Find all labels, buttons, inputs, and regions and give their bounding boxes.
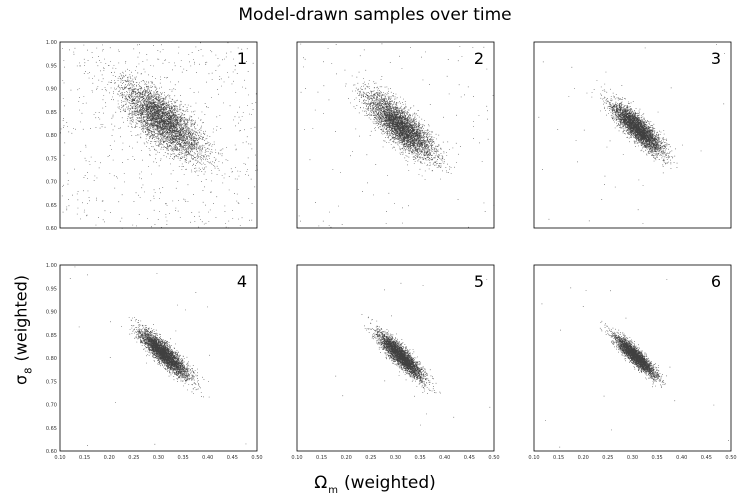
x-tick-label: 0.50 bbox=[725, 455, 736, 461]
x-axis-title: Ωm (weighted) bbox=[0, 473, 750, 496]
x-tick-label: 0.40 bbox=[202, 455, 213, 461]
scatter-points bbox=[297, 43, 495, 228]
y-tick-label: 0.85 bbox=[46, 110, 57, 116]
y-tick-label: 0.65 bbox=[46, 203, 57, 209]
y-tick-label: 0.65 bbox=[46, 426, 57, 432]
x-tick-label: 0.10 bbox=[291, 455, 302, 461]
panel-5: 5 0.10 0.15 0.20 0.25 0.30 0.35 0.40 0.45 0.50 bbox=[291, 264, 500, 461]
panel-frame bbox=[59, 264, 258, 452]
x-axis-symbol: Ω bbox=[314, 473, 328, 493]
x-tick-label: 0.20 bbox=[104, 455, 115, 461]
x-tick-label: 0.50 bbox=[488, 455, 499, 461]
x-axis-subscript: m bbox=[328, 485, 338, 496]
y-tick-label: 0.70 bbox=[46, 180, 57, 186]
y-tick-label: 1.00 bbox=[46, 263, 57, 269]
panel-2: 2 bbox=[296, 41, 495, 229]
y-tick-label: 0.95 bbox=[46, 286, 57, 292]
y-tick-label: 0.90 bbox=[46, 87, 57, 93]
y-tick-label: 0.75 bbox=[46, 379, 57, 385]
x-tick-label: 0.45 bbox=[701, 455, 712, 461]
panel-number: 3 bbox=[711, 49, 721, 68]
x-tick-label: 0.40 bbox=[439, 455, 450, 461]
x-tick-label: 0.25 bbox=[128, 455, 139, 461]
panel-number: 2 bbox=[474, 49, 484, 68]
x-tick-label: 0.15 bbox=[553, 455, 564, 461]
scatter-points bbox=[538, 44, 725, 224]
panel-6: 6 0.10 0.15 0.20 0.25 0.30 0.35 0.40 0.45 0.50 bbox=[528, 264, 737, 461]
y-tick-label: 0.60 bbox=[46, 226, 57, 232]
y-tick-label: 0.95 bbox=[46, 63, 57, 69]
x-tick-label: 0.10 bbox=[54, 455, 65, 461]
y-tick-label: 0.80 bbox=[46, 133, 57, 139]
x-axis-text: (weighted) bbox=[343, 473, 436, 493]
x-tick-label: 0.25 bbox=[365, 455, 376, 461]
x-tick-label: 0.30 bbox=[627, 455, 638, 461]
panel-3: 3 bbox=[533, 41, 732, 229]
panel-number: 5 bbox=[474, 272, 484, 291]
x-tick-label: 0.20 bbox=[341, 455, 352, 461]
panel-4: 4 0.60 0.65 0.70 0.75 0.80 0.85 0.90 0.95 1.00 0.1… bbox=[46, 263, 263, 461]
x-tick-label: 0.25 bbox=[602, 455, 613, 461]
x-tick-label: 0.45 bbox=[227, 455, 238, 461]
x-tick-label: 0.15 bbox=[79, 455, 90, 461]
y-tick-label: 0.70 bbox=[46, 403, 57, 409]
x-tick-label: 0.35 bbox=[652, 455, 663, 461]
y-tick-label: 0.85 bbox=[46, 333, 57, 339]
x-tick-label: 0.40 bbox=[676, 455, 687, 461]
y-tick-label: 0.80 bbox=[46, 356, 57, 362]
x-tick-label: 0.50 bbox=[251, 455, 262, 461]
x-tick-label: 0.15 bbox=[316, 455, 327, 461]
x-tick-label: 0.30 bbox=[153, 455, 164, 461]
figure-title: Model-drawn samples over time bbox=[238, 5, 512, 25]
y-tick-label: 0.75 bbox=[46, 156, 57, 162]
panel-number: 4 bbox=[237, 272, 247, 291]
panel-frame bbox=[533, 41, 732, 229]
x-tick-label: 0.20 bbox=[578, 455, 589, 461]
scatter-points bbox=[69, 266, 247, 446]
y-tick-label: 1.00 bbox=[46, 40, 57, 46]
panel-1: 1 0.60 0.65 0.70 0.75 0.80 0.85 0.90 0.95 1.00 bbox=[46, 40, 258, 232]
x-tick-label: 0.30 bbox=[390, 455, 401, 461]
x-tick-label: 0.35 bbox=[178, 455, 189, 461]
x-tick-label: 0.35 bbox=[415, 455, 426, 461]
x-tick-label: 0.10 bbox=[528, 455, 539, 461]
x-tick-label: 0.45 bbox=[464, 455, 475, 461]
panel-number: 1 bbox=[237, 49, 247, 68]
y-tick-label: 0.90 bbox=[46, 310, 57, 316]
panel-number: 6 bbox=[711, 272, 721, 291]
y-tick-label: 0.60 bbox=[46, 449, 57, 455]
